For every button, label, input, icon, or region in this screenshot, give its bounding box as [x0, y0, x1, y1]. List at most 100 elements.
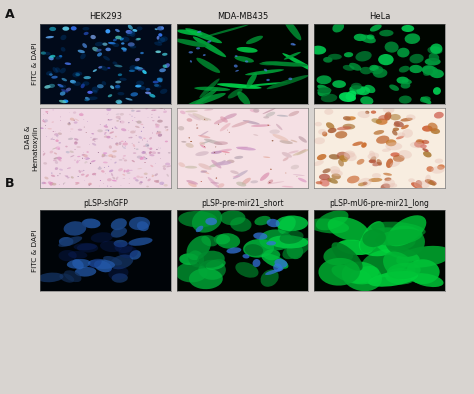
Ellipse shape — [188, 113, 201, 121]
Ellipse shape — [168, 152, 171, 153]
Ellipse shape — [75, 267, 96, 277]
Ellipse shape — [357, 111, 370, 118]
Ellipse shape — [329, 154, 340, 160]
Ellipse shape — [112, 180, 117, 182]
Ellipse shape — [105, 48, 111, 51]
Ellipse shape — [137, 221, 149, 231]
Ellipse shape — [179, 253, 199, 265]
Ellipse shape — [188, 251, 204, 267]
Ellipse shape — [253, 108, 259, 113]
Ellipse shape — [228, 88, 243, 98]
Ellipse shape — [87, 121, 88, 122]
Ellipse shape — [376, 159, 382, 165]
Ellipse shape — [147, 147, 149, 149]
Ellipse shape — [369, 151, 375, 157]
Ellipse shape — [227, 160, 235, 163]
Ellipse shape — [313, 160, 324, 166]
Ellipse shape — [135, 66, 140, 69]
Ellipse shape — [132, 29, 137, 32]
Ellipse shape — [414, 140, 425, 147]
Ellipse shape — [68, 167, 71, 169]
Ellipse shape — [253, 134, 258, 136]
Ellipse shape — [332, 80, 346, 88]
Ellipse shape — [261, 253, 289, 269]
Ellipse shape — [142, 70, 147, 74]
Ellipse shape — [159, 182, 164, 185]
Ellipse shape — [128, 42, 135, 46]
Ellipse shape — [128, 25, 133, 30]
Ellipse shape — [399, 66, 410, 72]
Ellipse shape — [117, 101, 122, 104]
Ellipse shape — [108, 154, 113, 157]
Ellipse shape — [57, 175, 58, 176]
Ellipse shape — [70, 151, 74, 153]
Ellipse shape — [94, 260, 112, 272]
Ellipse shape — [84, 99, 88, 101]
Ellipse shape — [227, 247, 241, 254]
Ellipse shape — [76, 160, 79, 164]
Ellipse shape — [360, 221, 385, 253]
Ellipse shape — [64, 270, 82, 282]
Ellipse shape — [91, 133, 94, 134]
Ellipse shape — [116, 143, 118, 146]
Ellipse shape — [111, 273, 128, 283]
Ellipse shape — [62, 78, 67, 81]
Ellipse shape — [253, 232, 267, 240]
Ellipse shape — [44, 85, 51, 89]
Ellipse shape — [149, 94, 155, 98]
Ellipse shape — [119, 78, 127, 81]
Ellipse shape — [71, 176, 74, 178]
Ellipse shape — [318, 129, 327, 135]
Ellipse shape — [86, 132, 87, 133]
Ellipse shape — [60, 120, 61, 121]
Ellipse shape — [109, 169, 113, 172]
Ellipse shape — [55, 147, 60, 150]
Ellipse shape — [73, 112, 76, 114]
Ellipse shape — [235, 70, 239, 72]
Ellipse shape — [129, 217, 150, 230]
Ellipse shape — [433, 87, 441, 95]
Ellipse shape — [378, 115, 388, 120]
Ellipse shape — [291, 43, 295, 45]
Ellipse shape — [136, 38, 141, 40]
Text: B: B — [5, 177, 14, 190]
Ellipse shape — [401, 125, 409, 129]
Ellipse shape — [197, 251, 225, 268]
Ellipse shape — [356, 86, 370, 95]
Ellipse shape — [337, 152, 350, 160]
Ellipse shape — [233, 176, 240, 177]
Ellipse shape — [135, 58, 140, 61]
Ellipse shape — [284, 52, 301, 59]
Ellipse shape — [146, 88, 150, 91]
Ellipse shape — [218, 149, 232, 152]
Ellipse shape — [267, 181, 284, 184]
Ellipse shape — [143, 127, 144, 128]
Ellipse shape — [425, 58, 441, 65]
Ellipse shape — [70, 80, 76, 84]
Ellipse shape — [88, 183, 92, 185]
Ellipse shape — [339, 155, 348, 162]
Ellipse shape — [115, 143, 118, 145]
Ellipse shape — [435, 158, 443, 164]
Ellipse shape — [401, 82, 410, 89]
Ellipse shape — [71, 26, 77, 30]
Ellipse shape — [112, 43, 119, 47]
Ellipse shape — [44, 119, 48, 123]
Ellipse shape — [369, 159, 376, 164]
Ellipse shape — [331, 169, 343, 176]
Ellipse shape — [93, 138, 98, 139]
Ellipse shape — [67, 259, 91, 269]
Ellipse shape — [165, 129, 168, 131]
Ellipse shape — [211, 151, 222, 154]
Ellipse shape — [103, 256, 122, 266]
Ellipse shape — [111, 227, 127, 238]
Ellipse shape — [103, 152, 107, 154]
Ellipse shape — [425, 179, 437, 185]
Ellipse shape — [369, 65, 379, 71]
Ellipse shape — [164, 109, 165, 110]
Ellipse shape — [317, 85, 328, 91]
Ellipse shape — [125, 141, 126, 142]
Ellipse shape — [135, 179, 139, 182]
Ellipse shape — [263, 249, 280, 260]
Ellipse shape — [147, 145, 148, 146]
